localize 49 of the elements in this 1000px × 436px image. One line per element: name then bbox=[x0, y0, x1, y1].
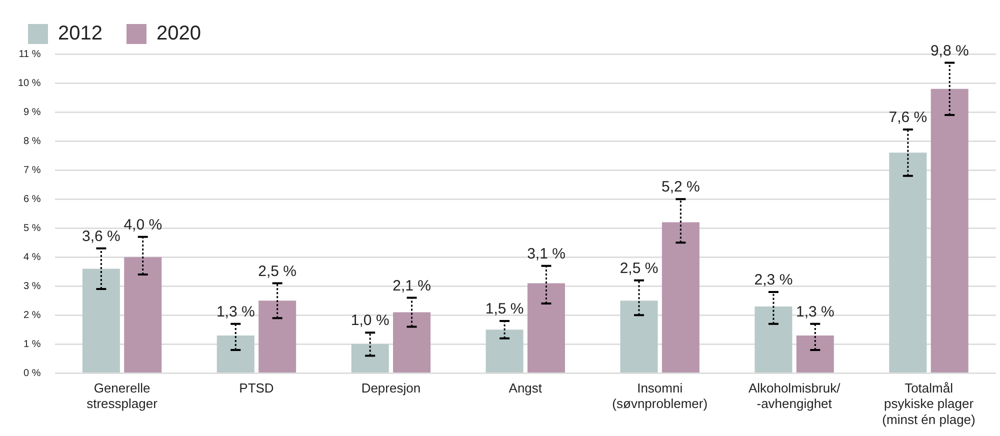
y-tick-label: 9 % bbox=[24, 106, 41, 118]
y-tick-label: 0 % bbox=[24, 368, 41, 379]
y-tick-label: 6 % bbox=[24, 194, 41, 205]
x-tick-label: PTSD bbox=[239, 380, 274, 396]
y-tick-label: 7 % bbox=[24, 164, 41, 176]
bar bbox=[486, 330, 524, 372]
data-label: 2,5 % bbox=[258, 262, 296, 280]
bar bbox=[620, 300, 658, 372]
x-tick-label: Generelle stressplager bbox=[86, 380, 158, 412]
y-tick-label: 8 % bbox=[24, 136, 41, 147]
x-tick-label: Totalmål psykiske plager (minst én plage) bbox=[882, 380, 976, 427]
bar bbox=[662, 222, 700, 372]
bar bbox=[216, 335, 254, 372]
bar bbox=[393, 312, 431, 372]
data-label: 7,6 % bbox=[888, 109, 928, 126]
data-label: 2,5 % bbox=[620, 260, 658, 277]
data-label: 1,0 % bbox=[350, 312, 390, 330]
data-label: 1,3 % bbox=[216, 304, 255, 321]
y-tick-label: 2 % bbox=[24, 310, 41, 321]
x-tick-label: Depresjon bbox=[361, 380, 421, 396]
bar bbox=[124, 257, 162, 372]
x-tick-label: Alkoholmisbruk/ -avhengighet bbox=[748, 380, 841, 412]
bar bbox=[889, 152, 927, 372]
data-label: 4,0 % bbox=[124, 216, 162, 234]
legend-label: 2020 bbox=[156, 22, 201, 45]
bar bbox=[82, 268, 120, 372]
data-label: 1,5 % bbox=[485, 300, 524, 318]
legend-label: 2012 bbox=[58, 22, 102, 45]
data-label: 2,3 % bbox=[754, 272, 793, 289]
y-tick-label: 1 % bbox=[24, 338, 41, 350]
y-tick-label: 5 % bbox=[24, 222, 41, 234]
data-label: 3,6 % bbox=[82, 228, 120, 246]
y-tick-label: 4 % bbox=[24, 252, 41, 263]
y-tick-label: 10 % bbox=[18, 78, 41, 89]
x-tick-label: Insomni (søvnproblemer) bbox=[612, 380, 708, 412]
bar bbox=[258, 300, 296, 372]
bar bbox=[796, 335, 834, 372]
bar bbox=[351, 344, 389, 372]
data-label: 1,3 % bbox=[796, 304, 834, 321]
data-label: 2,1 % bbox=[392, 277, 431, 294]
bar bbox=[754, 306, 792, 372]
data-label: 5,2 % bbox=[662, 178, 700, 196]
data-label: 9,8 % bbox=[930, 42, 969, 60]
y-tick-label: 11 % bbox=[18, 48, 41, 60]
data-label: 3,1 % bbox=[527, 245, 566, 262]
x-tick-label: Angst bbox=[508, 380, 542, 396]
y-tick-label: 3 % bbox=[24, 280, 41, 292]
bar bbox=[527, 283, 565, 372]
bar bbox=[930, 88, 968, 372]
